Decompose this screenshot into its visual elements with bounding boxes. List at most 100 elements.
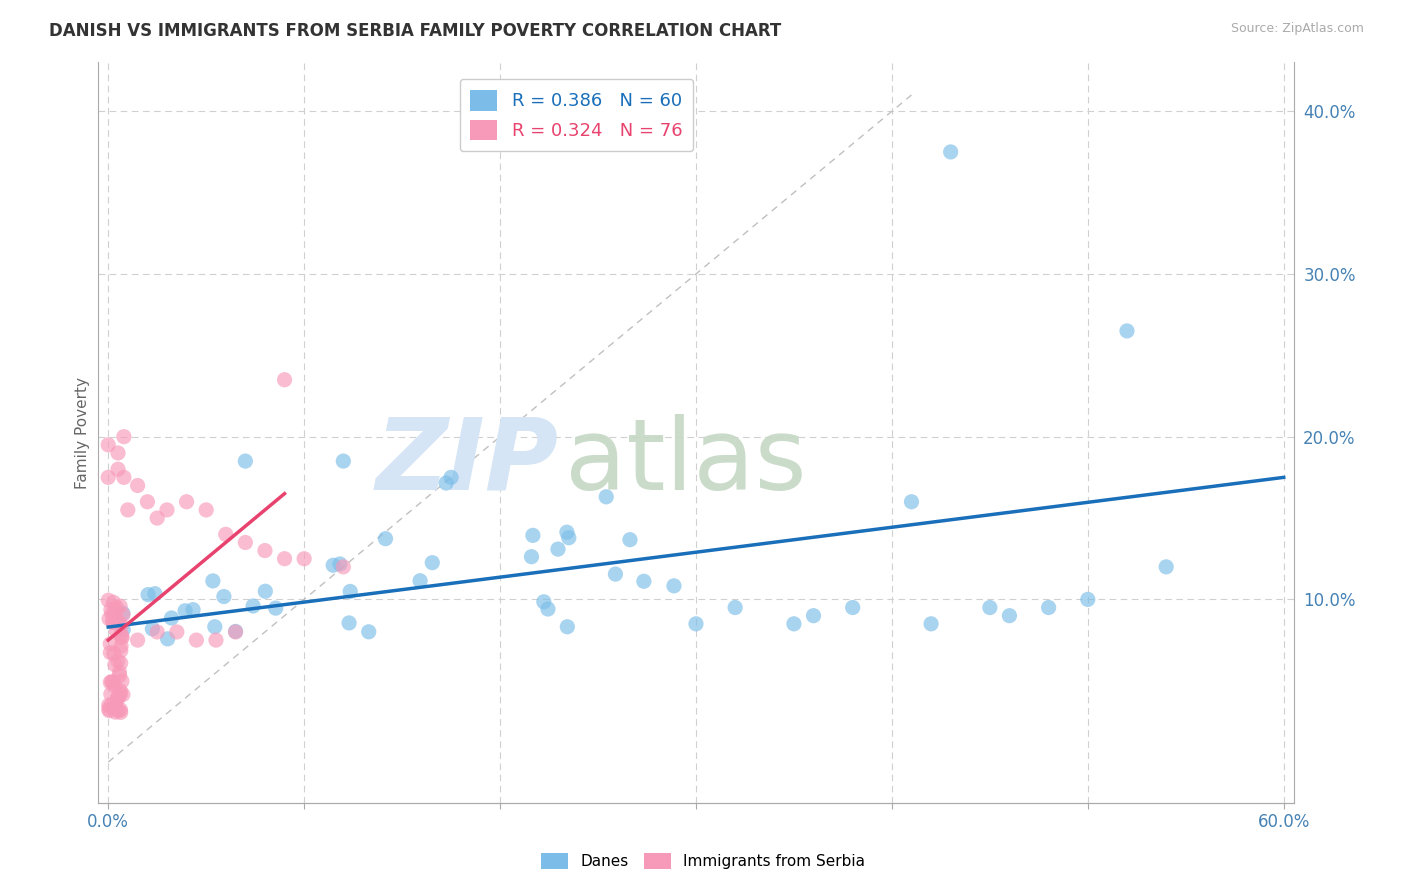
Point — [104, 679, 127, 693]
Point — [235, 535, 257, 549]
Point — [110, 627, 132, 641]
Point — [101, 607, 124, 621]
Point — [181, 602, 204, 616]
Point — [108, 599, 131, 614]
Point — [97, 593, 120, 607]
Point — [1116, 324, 1139, 338]
Point — [103, 647, 125, 661]
Point — [1154, 559, 1177, 574]
Point — [105, 692, 128, 706]
Point — [110, 643, 132, 657]
Point — [107, 654, 129, 668]
Legend: Danes, Immigrants from Serbia: Danes, Immigrants from Serbia — [534, 847, 872, 875]
Point — [186, 633, 208, 648]
Point — [110, 703, 132, 717]
Y-axis label: Family Poverty: Family Poverty — [75, 376, 90, 489]
Point — [235, 454, 257, 468]
Point — [111, 674, 134, 689]
Point — [156, 503, 179, 517]
Point — [107, 690, 129, 704]
Point — [105, 624, 128, 639]
Point — [533, 595, 555, 609]
Point — [103, 615, 125, 630]
Point — [110, 687, 132, 701]
Point — [98, 704, 121, 718]
Point — [595, 490, 617, 504]
Text: Source: ZipAtlas.com: Source: ZipAtlas.com — [1230, 22, 1364, 36]
Point — [332, 559, 354, 574]
Point — [900, 495, 922, 509]
Point — [322, 558, 344, 573]
Point — [110, 618, 132, 632]
Point — [100, 687, 122, 701]
Point — [939, 145, 962, 159]
Point — [100, 699, 122, 714]
Point — [215, 527, 238, 541]
Point — [136, 495, 159, 509]
Point — [97, 438, 120, 452]
Point — [166, 624, 188, 639]
Point — [104, 610, 127, 624]
Point — [357, 624, 380, 639]
Point — [998, 608, 1021, 623]
Legend: R = 0.386   N = 60, R = 0.324   N = 76: R = 0.386 N = 60, R = 0.324 N = 76 — [460, 78, 693, 152]
Point — [104, 701, 127, 715]
Point — [420, 556, 443, 570]
Point — [97, 702, 120, 716]
Point — [101, 615, 124, 629]
Point — [156, 632, 179, 646]
Point — [107, 690, 129, 705]
Point — [803, 608, 825, 623]
Point — [107, 615, 129, 629]
Point — [97, 470, 120, 484]
Point — [111, 631, 134, 645]
Point — [110, 683, 132, 698]
Point — [920, 616, 942, 631]
Point — [100, 674, 122, 689]
Point — [841, 600, 863, 615]
Point — [98, 675, 121, 690]
Point — [100, 602, 122, 616]
Point — [273, 373, 295, 387]
Point — [242, 599, 264, 613]
Point — [98, 612, 121, 626]
Point — [104, 705, 127, 719]
Point — [339, 584, 361, 599]
Point — [112, 623, 135, 637]
Point — [409, 574, 432, 588]
Point — [98, 646, 121, 660]
Point — [143, 587, 166, 601]
Point — [1077, 592, 1099, 607]
Point — [558, 531, 581, 545]
Point — [225, 624, 247, 639]
Point — [103, 595, 125, 609]
Point — [205, 633, 228, 648]
Point — [557, 620, 579, 634]
Point — [979, 600, 1001, 615]
Point — [110, 639, 132, 653]
Point — [332, 454, 354, 468]
Point — [434, 476, 457, 491]
Point — [110, 706, 132, 720]
Point — [104, 603, 127, 617]
Point — [146, 511, 169, 525]
Point — [174, 604, 197, 618]
Point — [520, 549, 543, 564]
Point — [201, 574, 224, 588]
Point — [374, 532, 396, 546]
Point — [619, 533, 641, 547]
Point — [337, 615, 360, 630]
Point — [212, 590, 235, 604]
Point — [112, 470, 135, 484]
Point — [522, 528, 544, 542]
Point — [146, 624, 169, 639]
Point — [101, 675, 124, 690]
Point — [104, 657, 127, 672]
Point — [662, 579, 685, 593]
Point — [1038, 600, 1060, 615]
Point — [136, 588, 159, 602]
Point — [273, 551, 295, 566]
Point — [97, 698, 120, 713]
Point — [111, 688, 134, 702]
Point — [98, 637, 121, 651]
